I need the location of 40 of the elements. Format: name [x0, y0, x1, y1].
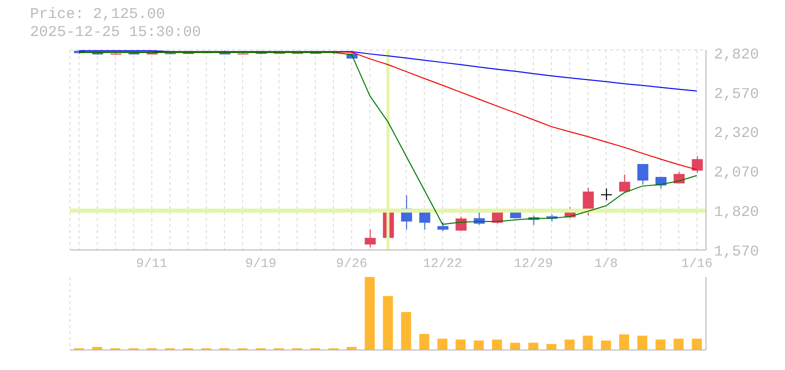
bar [582, 336, 593, 350]
bar [474, 340, 484, 350]
bar [637, 336, 648, 350]
x-tick-label: 9/19 [245, 256, 276, 272]
bar [619, 334, 630, 350]
candlestick [364, 228, 376, 248]
bar [510, 342, 520, 350]
x-tick-label: 1/8 [594, 256, 618, 272]
bar [674, 338, 684, 350]
bar [456, 340, 466, 350]
bar [546, 344, 556, 350]
bar [564, 340, 575, 350]
candlestick [692, 155, 703, 174]
x-tick-label: 9/11 [136, 256, 168, 272]
x-tick-label: 1/16 [681, 256, 713, 272]
y-tick-label: 2,820 [714, 46, 760, 64]
y-tick-label: 2,320 [714, 125, 760, 142]
candlestick [619, 174, 630, 194]
bar [600, 340, 611, 350]
candlestick [637, 164, 648, 185]
bar [382, 296, 393, 350]
bar [419, 334, 430, 350]
y-tick-label: 1,570 [714, 243, 760, 260]
bar [655, 340, 666, 350]
bar [437, 338, 448, 350]
bar [692, 338, 702, 350]
bar [528, 342, 538, 350]
candlestick [600, 188, 612, 201]
chart-title: Price: 2,125.00 [30, 6, 166, 24]
x-tick-label: 12/22 [423, 256, 462, 272]
chart-subtitle: 2025-12-25 15:30:00 [30, 24, 202, 42]
y-tick-label: 2,070 [714, 164, 760, 182]
bar [364, 277, 375, 350]
line-series [78, 50, 698, 92]
x-tick-label: 9/26 [336, 256, 368, 272]
y-tick-label: 1,820 [714, 204, 760, 221]
x-tick-label: 12/29 [514, 256, 553, 272]
bar [492, 340, 502, 350]
y-tick-label: 2,570 [714, 86, 760, 103]
bar [401, 312, 412, 350]
